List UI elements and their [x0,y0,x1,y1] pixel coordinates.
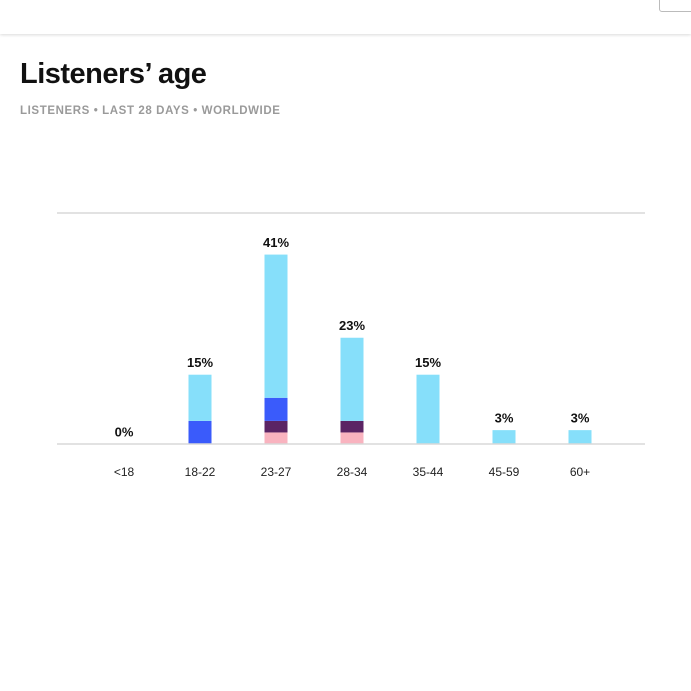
bar-segment [416,374,440,444]
menu-button[interactable] [659,0,691,12]
x-tick-label: 18-22 [185,465,216,479]
x-tick-label: 23-27 [261,465,292,479]
bar-segment [264,420,288,433]
value-label: 3% [495,411,514,426]
subtitle: LISTENERS • LAST 28 DAYS • WORLDWIDE [20,105,281,117]
bar-segment [188,420,212,444]
value-label: 23% [339,318,365,333]
value-label: 3% [571,411,590,426]
bar-segment [340,420,364,433]
x-tick-label: 35-44 [413,465,444,479]
bar-segment [492,430,516,444]
bar-segment [188,374,212,421]
title: Listeners’ age [20,58,207,90]
bar-segment [264,432,288,444]
value-label: 15% [415,355,441,370]
value-label: 15% [187,355,213,370]
bar-segment [340,432,364,444]
top-bar [0,0,691,34]
bar-segment [264,254,288,398]
value-label: 41% [263,235,289,250]
x-tick-label: 60+ [570,465,590,479]
bar-segment [340,337,364,421]
x-tick-label: <18 [114,465,135,479]
bar-segment [264,397,288,421]
bar-segment [568,430,592,444]
x-tick-label: 45-59 [489,465,520,479]
value-label: 0% [115,424,134,439]
x-tick-label: 28-34 [337,465,368,479]
